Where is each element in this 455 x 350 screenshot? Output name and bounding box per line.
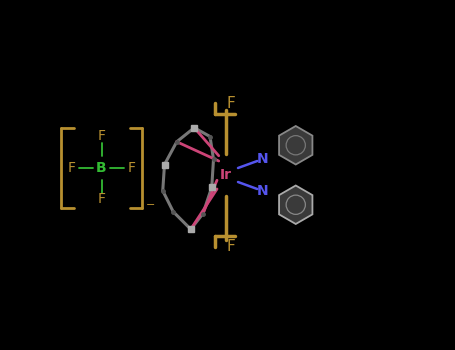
Text: F: F [68, 161, 76, 175]
Text: F: F [97, 130, 106, 144]
Text: −: − [146, 200, 155, 210]
Text: F: F [227, 96, 235, 111]
Text: F: F [97, 193, 106, 206]
Text: N: N [257, 152, 268, 166]
Text: N: N [257, 184, 268, 198]
Text: F: F [127, 161, 135, 175]
Polygon shape [279, 186, 313, 224]
Text: B: B [96, 161, 107, 175]
Polygon shape [279, 126, 313, 164]
Text: F: F [227, 239, 235, 254]
Text: Ir: Ir [220, 168, 232, 182]
